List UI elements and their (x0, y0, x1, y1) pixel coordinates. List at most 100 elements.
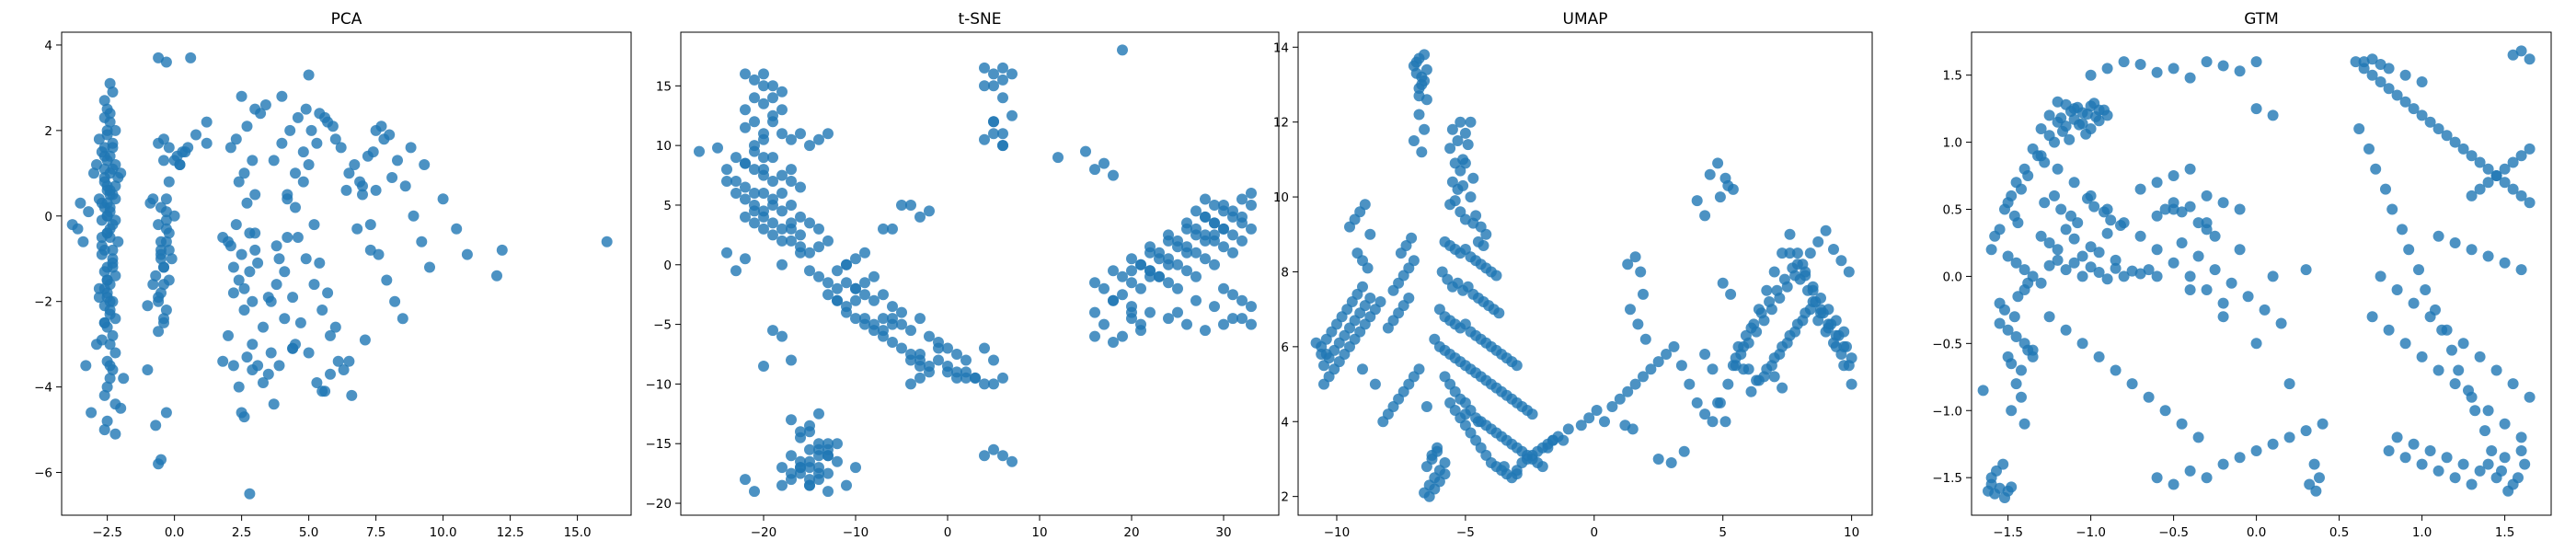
scatter-point (2010, 257, 2022, 269)
scatter-point (1719, 172, 1731, 184)
scatter-point (1480, 228, 1492, 240)
scatter-point (776, 128, 788, 140)
scatter-point (2486, 445, 2498, 456)
scatter-point (2466, 190, 2478, 201)
scatter-point (1985, 244, 1997, 256)
scatter-point (1246, 200, 1257, 211)
scatter-point (795, 128, 806, 140)
x-tick-label: 1.0 (2412, 525, 2432, 540)
scatter-point (832, 282, 843, 294)
scatter-point (2016, 183, 2027, 195)
scatter-point (1117, 44, 1128, 56)
scatter-point (2383, 63, 2395, 75)
scatter-point (1498, 461, 1510, 473)
scatter-point (290, 201, 301, 213)
scatter-point (1635, 266, 1647, 278)
scatter-point (1452, 135, 1464, 146)
scatter-point (601, 236, 613, 247)
scatter-point (1449, 195, 1461, 207)
scatter-point (2168, 203, 2179, 215)
scatter-point (997, 62, 1008, 74)
scatter-point (776, 188, 788, 199)
scatter-point (1108, 169, 1119, 181)
scatter-point (2524, 53, 2536, 65)
axes-frame (1971, 31, 2552, 516)
scatter-point (98, 150, 110, 162)
scatter-point (144, 197, 156, 209)
scatter-point (109, 124, 121, 136)
scatter-point (804, 443, 815, 455)
scatter-point (2072, 101, 2084, 113)
scatter-point (1764, 296, 1776, 307)
y-tick-label: −20 (646, 497, 673, 512)
scatter-point (158, 155, 169, 167)
scatter-point (2515, 431, 2527, 443)
scatter-point (997, 128, 1008, 140)
scatter-point (1625, 304, 1636, 316)
scatter-point (2217, 311, 2229, 323)
scatter-point (1218, 282, 1229, 294)
scatter-point (841, 259, 852, 270)
scatter-point (1459, 408, 1471, 420)
scatter-point (1190, 247, 1202, 259)
scatter-point (265, 347, 277, 359)
scatter-point (1408, 255, 1420, 267)
scatter-point (249, 244, 261, 256)
scatter-point (924, 205, 935, 217)
scatter-point (2524, 391, 2536, 403)
scatter-point (1835, 349, 1847, 360)
scatter-point (160, 56, 172, 68)
scatter-point (2176, 206, 2188, 218)
scatter-point (878, 330, 889, 342)
scatter-point (730, 265, 742, 277)
scatter-point (1098, 157, 1110, 169)
scatter-point (1820, 224, 1832, 236)
scatter-point (2482, 250, 2494, 262)
scatter-point (223, 236, 234, 247)
scatter-point (997, 74, 1008, 86)
scatter-point (1536, 461, 1548, 473)
scatter-point (98, 95, 110, 107)
scatter-point (282, 232, 293, 243)
scatter-point (247, 155, 259, 167)
scatter-point (2201, 284, 2213, 295)
scatter-point (997, 140, 1008, 152)
scatter-point (2353, 123, 2365, 134)
scatter-point (740, 474, 751, 486)
y-tick-label: 0 (44, 210, 52, 224)
scatter-point (2283, 431, 2295, 443)
scatter-point (2399, 338, 2411, 350)
scatter-point (924, 330, 935, 342)
scatter-point (2507, 49, 2519, 61)
scatter-point (160, 407, 172, 419)
scatter-point (1108, 294, 1119, 306)
scatter-point (979, 378, 990, 390)
scatter-point (896, 342, 907, 354)
scatter-point (1209, 229, 1220, 241)
y-tick-label: −4 (34, 381, 52, 396)
scatter-point (2184, 270, 2196, 282)
scatter-point (914, 372, 926, 384)
scatter-point (905, 378, 916, 390)
scatter-point (822, 128, 834, 140)
scatter-point (1218, 318, 1229, 330)
y-tick-label: −2 (34, 295, 52, 310)
scatter-point (158, 279, 169, 291)
scatter-point (325, 329, 336, 341)
scatter-point (2022, 170, 2034, 181)
scatter-point (1227, 211, 1238, 223)
scatter-point (786, 354, 797, 366)
scatter-point (767, 92, 778, 104)
scatter-point (1163, 253, 1174, 265)
scatter-point (1181, 217, 1192, 229)
x-tick-label: 20 (1123, 525, 1139, 540)
scatter-point (2234, 452, 2246, 464)
scatter-point (2184, 201, 2196, 213)
scatter-point (1675, 360, 1687, 372)
scatter-point (107, 142, 119, 154)
scatter-point (294, 316, 306, 328)
scatter-point (2168, 170, 2179, 181)
scatter-point (2068, 233, 2080, 245)
scatter-point (1098, 282, 1110, 294)
